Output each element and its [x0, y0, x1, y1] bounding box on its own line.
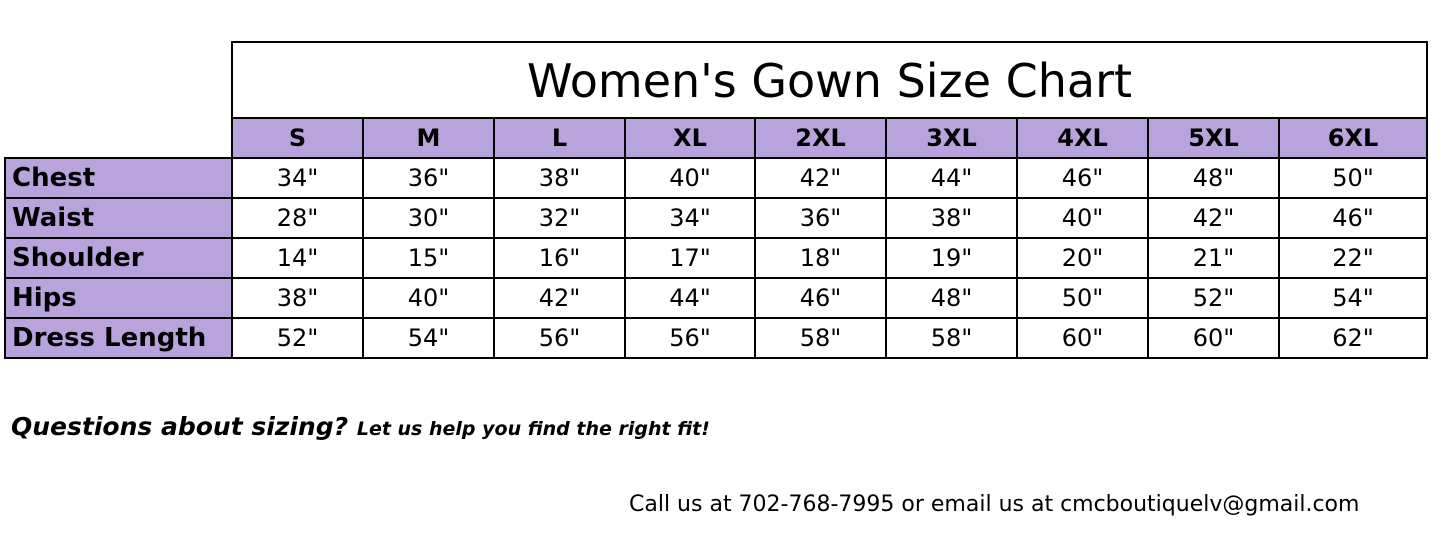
- measurement-cell: 15": [362, 237, 495, 279]
- table-row: Hips 38" 40" 42" 44" 46" 48" 50" 52" 54": [4, 277, 1428, 319]
- measurement-cell: 16": [493, 237, 626, 279]
- measurement-cell: 38": [231, 277, 364, 319]
- measurement-cell: 52": [231, 317, 364, 359]
- size-header: 3XL: [885, 117, 1018, 159]
- measurement-cell: 36": [362, 157, 495, 199]
- measurement-cell: 36": [754, 197, 887, 239]
- row-label: Shoulder: [4, 237, 233, 279]
- size-header: 2XL: [754, 117, 887, 159]
- measurement-cell: 14": [231, 237, 364, 279]
- measurement-cell: 19": [885, 237, 1018, 279]
- size-header: L: [493, 117, 626, 159]
- measurement-cell: 42": [1147, 197, 1280, 239]
- measurement-cell: 44": [624, 277, 756, 319]
- measurement-cell: 34": [624, 197, 756, 239]
- measurement-cell: 38": [493, 157, 626, 199]
- measurement-cell: 60": [1016, 317, 1149, 359]
- measurement-cell: 20": [1016, 237, 1149, 279]
- measurement-cell: 18": [754, 237, 887, 279]
- question-text: Questions about sizing?: [11, 412, 349, 441]
- measurement-cell: 42": [754, 157, 887, 199]
- measurement-cell: 40": [362, 277, 495, 319]
- contact-info: Call us at 702-768-7995 or email us at c…: [629, 492, 1360, 517]
- measurement-cell: 54": [362, 317, 495, 359]
- measurement-cell: 56": [493, 317, 626, 359]
- size-header: S: [231, 117, 364, 159]
- measurement-cell: 22": [1278, 237, 1428, 279]
- measurement-cell: 42": [493, 277, 626, 319]
- row-label: Hips: [4, 277, 233, 319]
- size-header: M: [362, 117, 495, 159]
- measurement-cell: 40": [624, 157, 756, 199]
- measurement-cell: 44": [885, 157, 1018, 199]
- measurement-cell: 60": [1147, 317, 1280, 359]
- help-text: Let us help you find the right fit!: [356, 418, 710, 440]
- size-header: 6XL: [1278, 117, 1428, 159]
- table-row: Waist 28" 30" 32" 34" 36" 38" 40" 42" 46": [4, 197, 1428, 239]
- header-row: S M L XL 2XL 3XL 4XL 5XL 6XL: [5, 117, 1428, 159]
- table-row: Chest 34" 36" 38" 40" 42" 44" 46" 48" 50": [4, 157, 1428, 199]
- measurement-cell: 21": [1147, 237, 1280, 279]
- measurement-cell: 32": [493, 197, 626, 239]
- measurement-cell: 56": [624, 317, 756, 359]
- table-row: Shoulder 14" 15" 16" 17" 18" 19" 20" 21" 22": [4, 237, 1428, 279]
- measurement-cell: 46": [1278, 197, 1428, 239]
- measurement-cell: 28": [231, 197, 364, 239]
- measurement-cell: 30": [362, 197, 495, 239]
- sizing-question: Questions about sizing? Let us help you …: [11, 412, 710, 441]
- size-header: 5XL: [1147, 117, 1280, 159]
- measurement-cell: 50": [1016, 277, 1149, 319]
- measurement-cell: 52": [1147, 277, 1280, 319]
- size-header: XL: [624, 117, 756, 159]
- measurement-cell: 58": [754, 317, 887, 359]
- table-row: Dress Length 52" 54" 56" 56" 58" 58" 60" 60" 62": [4, 317, 1428, 359]
- size-table: S M L XL 2XL 3XL 4XL 5XL 6XL Chest 34" 36" 38" 40" 42…: [4, 117, 1428, 359]
- chart-title: Women's Gown Size Chart: [231, 41, 1428, 118]
- measurement-cell: 48": [1147, 157, 1280, 199]
- corner-cell: [5, 118, 233, 158]
- measurement-cell: 58": [885, 317, 1018, 359]
- measurement-cell: 17": [624, 237, 756, 279]
- row-label: Dress Length: [4, 317, 233, 359]
- measurement-cell: 46": [1016, 157, 1149, 199]
- size-header: 4XL: [1016, 117, 1149, 159]
- row-label: Waist: [4, 197, 233, 239]
- row-label: Chest: [4, 157, 233, 199]
- measurement-cell: 54": [1278, 277, 1428, 319]
- measurement-cell: 40": [1016, 197, 1149, 239]
- measurement-cell: 34": [231, 157, 364, 199]
- measurement-cell: 50": [1278, 157, 1428, 199]
- measurement-cell: 62": [1278, 317, 1428, 359]
- measurement-cell: 46": [754, 277, 887, 319]
- measurement-cell: 48": [885, 277, 1018, 319]
- measurement-cell: 38": [885, 197, 1018, 239]
